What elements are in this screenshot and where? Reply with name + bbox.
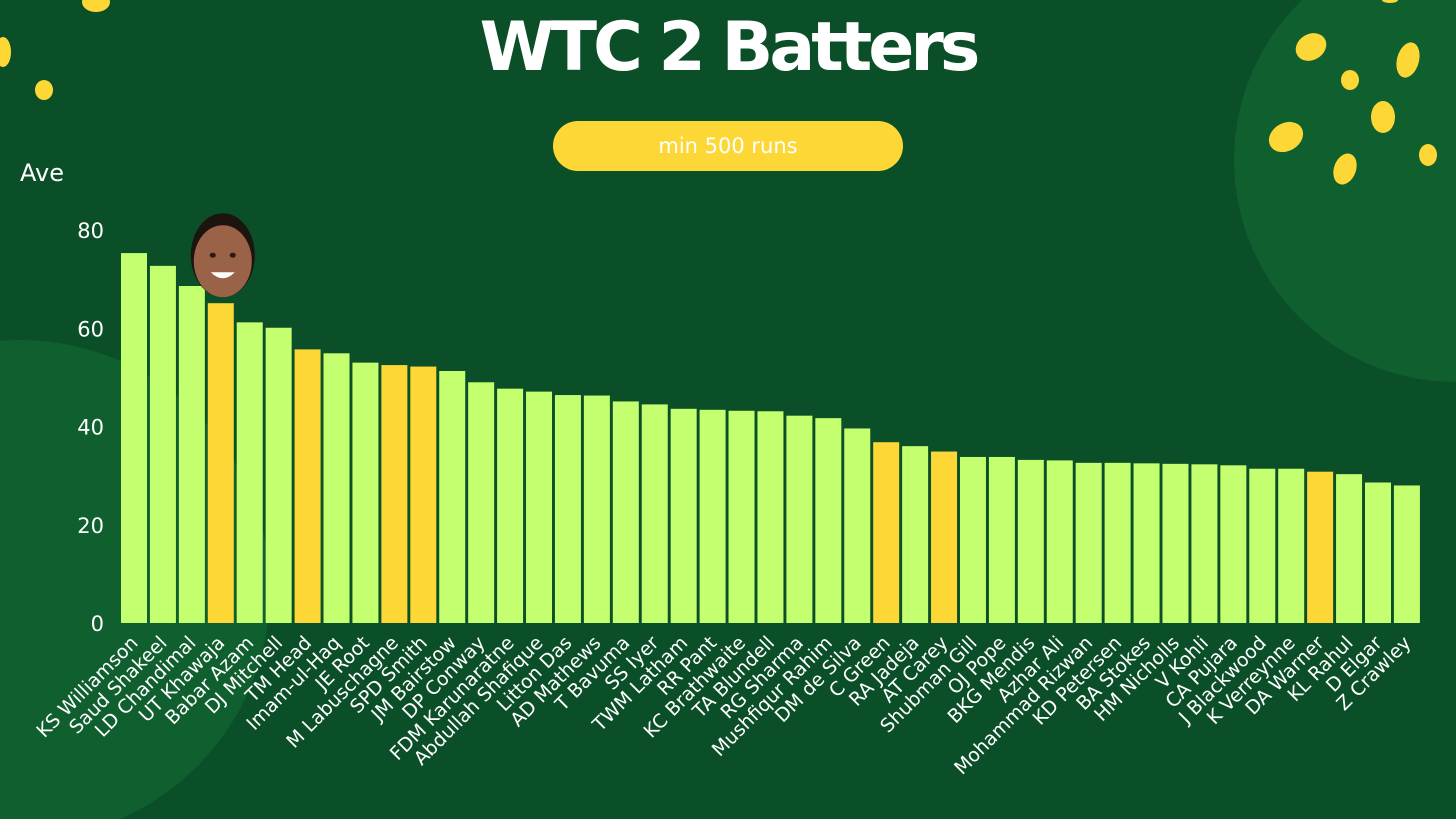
bar — [121, 253, 147, 623]
y-tick-label: 20 — [77, 514, 104, 538]
player-eye-left — [209, 252, 216, 258]
bar — [323, 353, 350, 623]
bar — [439, 370, 466, 623]
bar — [381, 365, 408, 623]
bar — [207, 303, 234, 623]
bar — [468, 382, 495, 623]
bar — [844, 428, 871, 623]
bar — [931, 451, 958, 623]
bar — [294, 349, 321, 623]
decor-dots — [0, 0, 1437, 185]
bar — [178, 286, 205, 623]
y-axis-label: Ave — [20, 159, 64, 187]
bar — [1046, 460, 1073, 623]
y-tick-label: 0 — [91, 612, 104, 636]
bar — [670, 408, 697, 623]
chart-title: WTC 2 Batters — [479, 8, 981, 87]
bar — [410, 366, 437, 623]
bar — [1104, 462, 1131, 623]
subtitle-pill: min 500 runs — [553, 121, 903, 171]
decor-blob-right — [1234, 0, 1456, 382]
y-tick-label: 60 — [77, 317, 104, 341]
bar — [149, 265, 176, 623]
bar — [815, 418, 842, 623]
y-tick-label: 40 — [77, 416, 104, 440]
bar — [526, 391, 553, 623]
bar — [352, 362, 379, 623]
bar — [1278, 468, 1305, 623]
y-tick-label: 80 — [77, 219, 104, 243]
bar — [902, 446, 929, 623]
bar — [1393, 485, 1420, 623]
bar — [873, 442, 900, 623]
player-smile — [210, 272, 235, 279]
bar — [583, 395, 610, 623]
bar — [236, 322, 263, 623]
bar — [1162, 463, 1189, 623]
player-eye-right — [229, 252, 236, 258]
bar — [1191, 464, 1218, 623]
bar — [497, 388, 524, 623]
bar — [959, 456, 986, 623]
bar — [1133, 463, 1160, 623]
bar — [612, 401, 639, 623]
bar — [699, 409, 726, 623]
bar — [1307, 471, 1334, 623]
bar — [1220, 465, 1247, 623]
bar — [1249, 468, 1276, 623]
bar — [1364, 482, 1391, 623]
bar — [757, 411, 784, 623]
bar — [265, 327, 292, 623]
bar — [1336, 474, 1363, 623]
bar — [728, 410, 755, 623]
bar — [554, 395, 581, 623]
bar — [641, 404, 668, 623]
player-photo — [193, 225, 252, 298]
bar — [1017, 459, 1044, 623]
bar — [1075, 462, 1102, 623]
bar — [988, 456, 1015, 623]
bar — [786, 415, 813, 623]
